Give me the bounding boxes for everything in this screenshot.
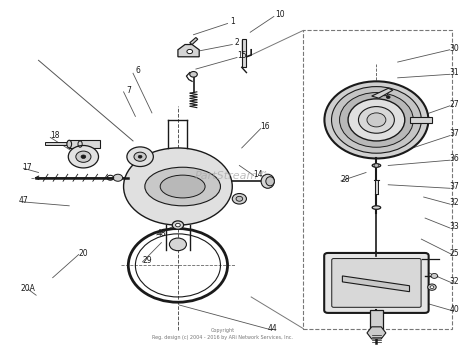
- Circle shape: [430, 286, 434, 289]
- Text: 47: 47: [18, 196, 28, 205]
- Text: 28: 28: [341, 175, 350, 184]
- Circle shape: [127, 147, 154, 166]
- Circle shape: [348, 99, 405, 141]
- Text: 25: 25: [449, 249, 459, 258]
- Text: 29: 29: [142, 256, 152, 265]
- Ellipse shape: [124, 148, 232, 225]
- Text: 20: 20: [79, 249, 88, 258]
- Bar: [69, 140, 100, 148]
- Circle shape: [81, 155, 86, 158]
- Bar: [410, 117, 432, 123]
- Text: 37: 37: [449, 130, 459, 138]
- Text: 7: 7: [126, 86, 131, 95]
- Text: 18: 18: [50, 131, 60, 140]
- Circle shape: [331, 87, 421, 153]
- Ellipse shape: [67, 140, 72, 148]
- Circle shape: [358, 107, 394, 133]
- Circle shape: [175, 223, 180, 227]
- Ellipse shape: [145, 167, 220, 206]
- Text: 33: 33: [449, 222, 459, 231]
- Text: 20A: 20A: [21, 284, 36, 293]
- Text: 48: 48: [156, 230, 166, 238]
- Ellipse shape: [236, 196, 243, 201]
- Text: PartStream™: PartStream™: [195, 171, 270, 181]
- Circle shape: [138, 155, 142, 158]
- Text: 10: 10: [275, 10, 284, 19]
- Ellipse shape: [372, 164, 381, 167]
- Circle shape: [367, 113, 386, 127]
- Text: 1: 1: [230, 17, 235, 26]
- Text: 6: 6: [135, 66, 140, 75]
- Text: 37: 37: [449, 182, 459, 191]
- Circle shape: [68, 145, 99, 168]
- Circle shape: [382, 92, 388, 96]
- Ellipse shape: [266, 177, 274, 186]
- Circle shape: [187, 49, 192, 54]
- Text: 30: 30: [449, 44, 459, 52]
- Circle shape: [324, 81, 428, 158]
- Circle shape: [169, 238, 186, 251]
- Circle shape: [134, 152, 146, 161]
- Circle shape: [386, 96, 390, 99]
- Ellipse shape: [113, 174, 123, 181]
- Bar: [374, 180, 378, 194]
- Text: Copyright
Reg. design (c) 2004 - 2016 by ARi Network Services, Inc.: Copyright Reg. design (c) 2004 - 2016 by…: [152, 328, 293, 340]
- Polygon shape: [372, 88, 393, 98]
- Circle shape: [190, 71, 197, 77]
- Text: 31: 31: [449, 68, 459, 77]
- Bar: [370, 310, 383, 329]
- Ellipse shape: [372, 206, 381, 209]
- Polygon shape: [190, 38, 198, 44]
- Circle shape: [431, 274, 438, 278]
- Ellipse shape: [232, 194, 246, 204]
- Text: 40: 40: [449, 305, 459, 314]
- Ellipse shape: [261, 174, 274, 188]
- Text: 32: 32: [449, 277, 459, 286]
- Text: 32: 32: [449, 198, 459, 207]
- Bar: [303, 31, 452, 328]
- Bar: [45, 142, 68, 145]
- Text: 16: 16: [261, 122, 270, 131]
- Text: 15: 15: [237, 51, 246, 59]
- Text: 17: 17: [22, 163, 31, 172]
- Text: 14: 14: [254, 170, 263, 179]
- Bar: [242, 39, 246, 67]
- Text: 2: 2: [235, 38, 239, 47]
- Text: 27: 27: [449, 100, 459, 109]
- Circle shape: [428, 284, 436, 290]
- Circle shape: [374, 164, 379, 167]
- Text: 36: 36: [449, 154, 459, 163]
- Circle shape: [76, 151, 91, 162]
- Circle shape: [339, 93, 413, 147]
- Circle shape: [172, 221, 183, 229]
- FancyBboxPatch shape: [332, 259, 421, 307]
- Polygon shape: [342, 276, 410, 292]
- FancyBboxPatch shape: [324, 253, 428, 313]
- Ellipse shape: [160, 175, 205, 198]
- Text: 44: 44: [267, 324, 277, 333]
- Polygon shape: [178, 44, 199, 57]
